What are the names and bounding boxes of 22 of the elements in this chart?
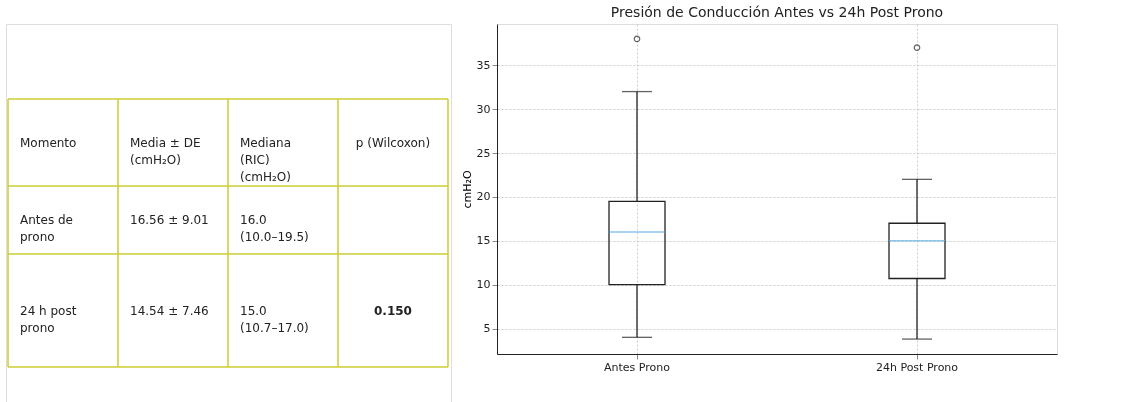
y-tick-label: 15 bbox=[476, 234, 491, 248]
text: Mediana (RIC) (cmH₂O) bbox=[240, 135, 291, 184]
y-tick-label: 35 bbox=[476, 58, 491, 72]
text: 16.56 ± 9.01 bbox=[130, 213, 209, 227]
y-axis-title: cmH₂O bbox=[460, 170, 474, 209]
text: 15.0 (10.7–17.0) bbox=[240, 303, 309, 335]
text: Antes de prono bbox=[20, 213, 73, 244]
text: 24 h post prono bbox=[20, 303, 77, 335]
text: Media ± DE (cmH₂O) bbox=[130, 135, 201, 167]
text: 14.54 ± 7.46 bbox=[130, 303, 209, 318]
chart-title: Presión de Conducción Antes vs 24h Post Prono bbox=[610, 4, 944, 20]
text: 16.0 (10.0–19.5) bbox=[240, 213, 309, 244]
x-tick-label: 24h Post Prono bbox=[875, 360, 959, 374]
text: Momento bbox=[20, 135, 77, 150]
y-tick-label: 10 bbox=[476, 278, 491, 292]
y-tick-label: 5 bbox=[483, 322, 491, 336]
y-tick-label: 30 bbox=[476, 102, 491, 116]
y-tick-label: 25 bbox=[476, 146, 491, 160]
x-tick-label: Antes Prono bbox=[604, 360, 671, 374]
y-tick-label: 20 bbox=[476, 190, 491, 204]
text: 0.150 bbox=[374, 303, 412, 318]
text: p (Wilcoxon) bbox=[355, 135, 431, 150]
